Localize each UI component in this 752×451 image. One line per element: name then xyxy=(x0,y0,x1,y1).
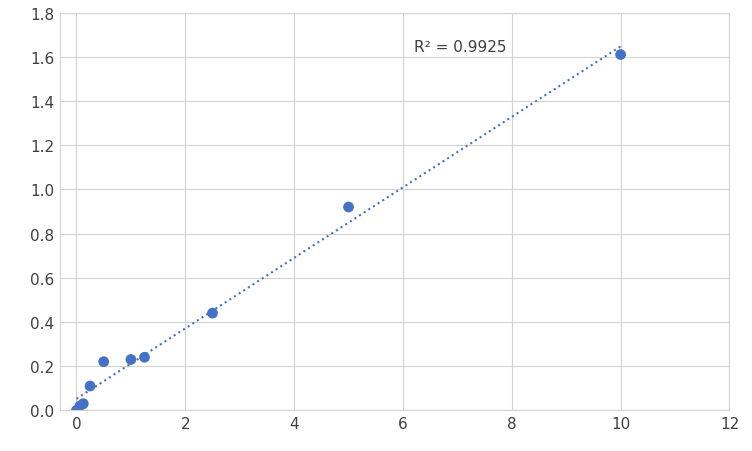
Point xyxy=(207,310,219,317)
Point xyxy=(614,52,626,59)
Point xyxy=(98,358,110,365)
Point xyxy=(71,407,83,414)
Point xyxy=(77,400,89,407)
Point xyxy=(74,402,86,410)
Text: R² = 0.9925: R² = 0.9925 xyxy=(414,40,506,55)
Point xyxy=(138,354,150,361)
Point xyxy=(125,356,137,364)
Point xyxy=(342,204,354,211)
Point xyxy=(84,382,96,390)
